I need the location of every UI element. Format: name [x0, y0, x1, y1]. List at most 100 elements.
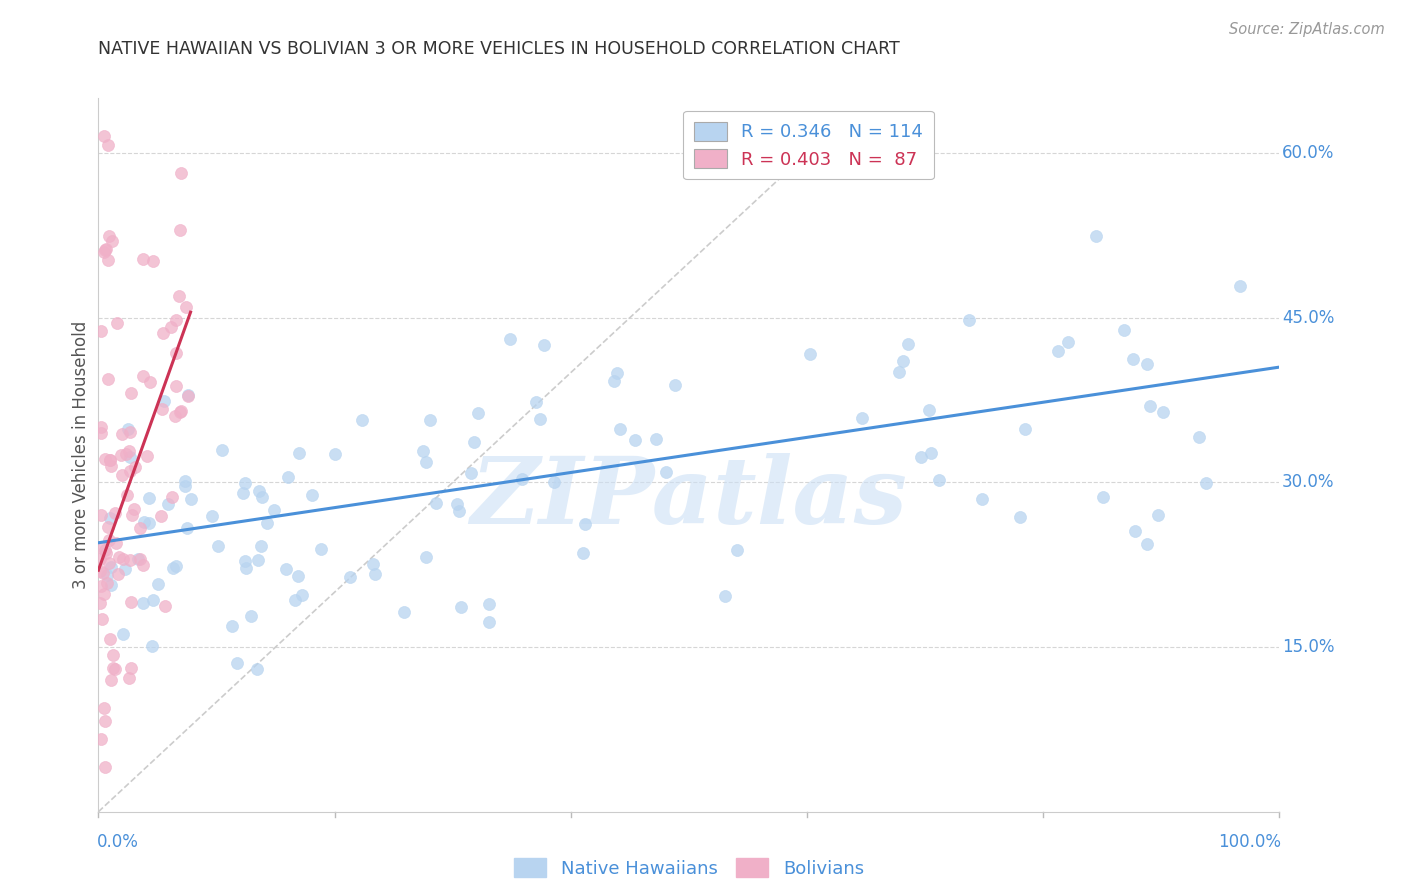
- Point: [97, 138, 120, 153]
- Point: [90, 579, 112, 593]
- Point: [96, 567, 118, 582]
- Point: [129, 521, 152, 535]
- Point: [98, 556, 121, 570]
- Point: [90, 612, 112, 626]
- Text: 60.0%: 60.0%: [1282, 144, 1334, 162]
- Point: [90, 508, 112, 522]
- Point: [89, 552, 111, 566]
- Point: [201, 508, 224, 523]
- Point: [138, 516, 160, 531]
- Y-axis label: 3 or more Vehicles in Household: 3 or more Vehicles in Household: [72, 321, 90, 589]
- Point: [463, 435, 485, 450]
- Point: [97, 372, 120, 386]
- Point: [93, 566, 115, 580]
- Point: [177, 388, 200, 402]
- Point: [1091, 490, 1114, 504]
- Point: [112, 627, 135, 641]
- Text: 30.0%: 30.0%: [1282, 474, 1334, 491]
- Point: [121, 508, 143, 522]
- Point: [1122, 352, 1144, 367]
- Point: [1147, 508, 1170, 522]
- Point: [129, 552, 152, 566]
- Point: [246, 662, 269, 676]
- Point: [110, 449, 132, 463]
- Point: [623, 433, 645, 447]
- Point: [94, 714, 117, 729]
- Point: [101, 661, 124, 675]
- Point: [118, 444, 141, 458]
- Point: [645, 432, 668, 446]
- Point: [118, 464, 141, 478]
- Point: [118, 450, 141, 464]
- Point: [221, 618, 243, 632]
- Point: [100, 577, 122, 591]
- Point: [94, 243, 117, 257]
- Point: [211, 443, 233, 458]
- Point: [529, 411, 551, 425]
- Point: [609, 422, 631, 436]
- Point: [118, 553, 141, 567]
- Point: [252, 490, 274, 504]
- Point: [450, 599, 472, 614]
- Legend: Native Hawaiians, Bolivians: Native Hawaiians, Bolivians: [506, 850, 872, 885]
- Point: [165, 346, 187, 360]
- Point: [127, 552, 149, 566]
- Point: [207, 539, 229, 553]
- Point: [510, 472, 533, 486]
- Point: [173, 474, 195, 488]
- Point: [100, 560, 122, 574]
- Point: [176, 521, 198, 535]
- Point: [392, 605, 415, 619]
- Point: [246, 553, 269, 567]
- Point: [170, 166, 193, 180]
- Point: [256, 516, 278, 531]
- Point: [111, 551, 134, 566]
- Point: [146, 576, 169, 591]
- Point: [134, 515, 156, 529]
- Point: [1046, 344, 1069, 359]
- Point: [226, 656, 249, 670]
- Point: [142, 253, 165, 268]
- Point: [94, 760, 117, 774]
- Point: [323, 447, 346, 461]
- Point: [165, 559, 187, 574]
- Point: [101, 648, 124, 663]
- Point: [96, 576, 118, 591]
- Point: [274, 562, 297, 576]
- Point: [107, 566, 129, 581]
- Point: [339, 570, 361, 584]
- Point: [180, 491, 202, 506]
- Text: 15.0%: 15.0%: [1282, 638, 1334, 656]
- Point: [498, 332, 520, 346]
- Point: [108, 549, 131, 564]
- Point: [851, 411, 873, 425]
- Point: [101, 234, 124, 248]
- Point: [111, 426, 134, 441]
- Point: [132, 595, 155, 609]
- Point: [233, 554, 256, 568]
- Point: [425, 495, 447, 509]
- Point: [117, 422, 139, 436]
- Point: [104, 536, 127, 550]
- Point: [115, 488, 138, 502]
- Point: [89, 596, 111, 610]
- Point: [478, 597, 501, 611]
- Point: [524, 395, 547, 409]
- Point: [142, 592, 165, 607]
- Point: [664, 377, 686, 392]
- Point: [415, 455, 437, 469]
- Point: [120, 661, 142, 675]
- Point: [170, 403, 193, 417]
- Point: [104, 662, 127, 676]
- Point: [139, 375, 162, 389]
- Point: [655, 465, 678, 479]
- Point: [98, 453, 121, 467]
- Point: [90, 324, 112, 338]
- Point: [287, 569, 309, 583]
- Point: [98, 453, 121, 467]
- Point: [100, 458, 122, 473]
- Point: [1139, 399, 1161, 413]
- Point: [167, 289, 190, 303]
- Point: [263, 503, 285, 517]
- Point: [169, 223, 191, 237]
